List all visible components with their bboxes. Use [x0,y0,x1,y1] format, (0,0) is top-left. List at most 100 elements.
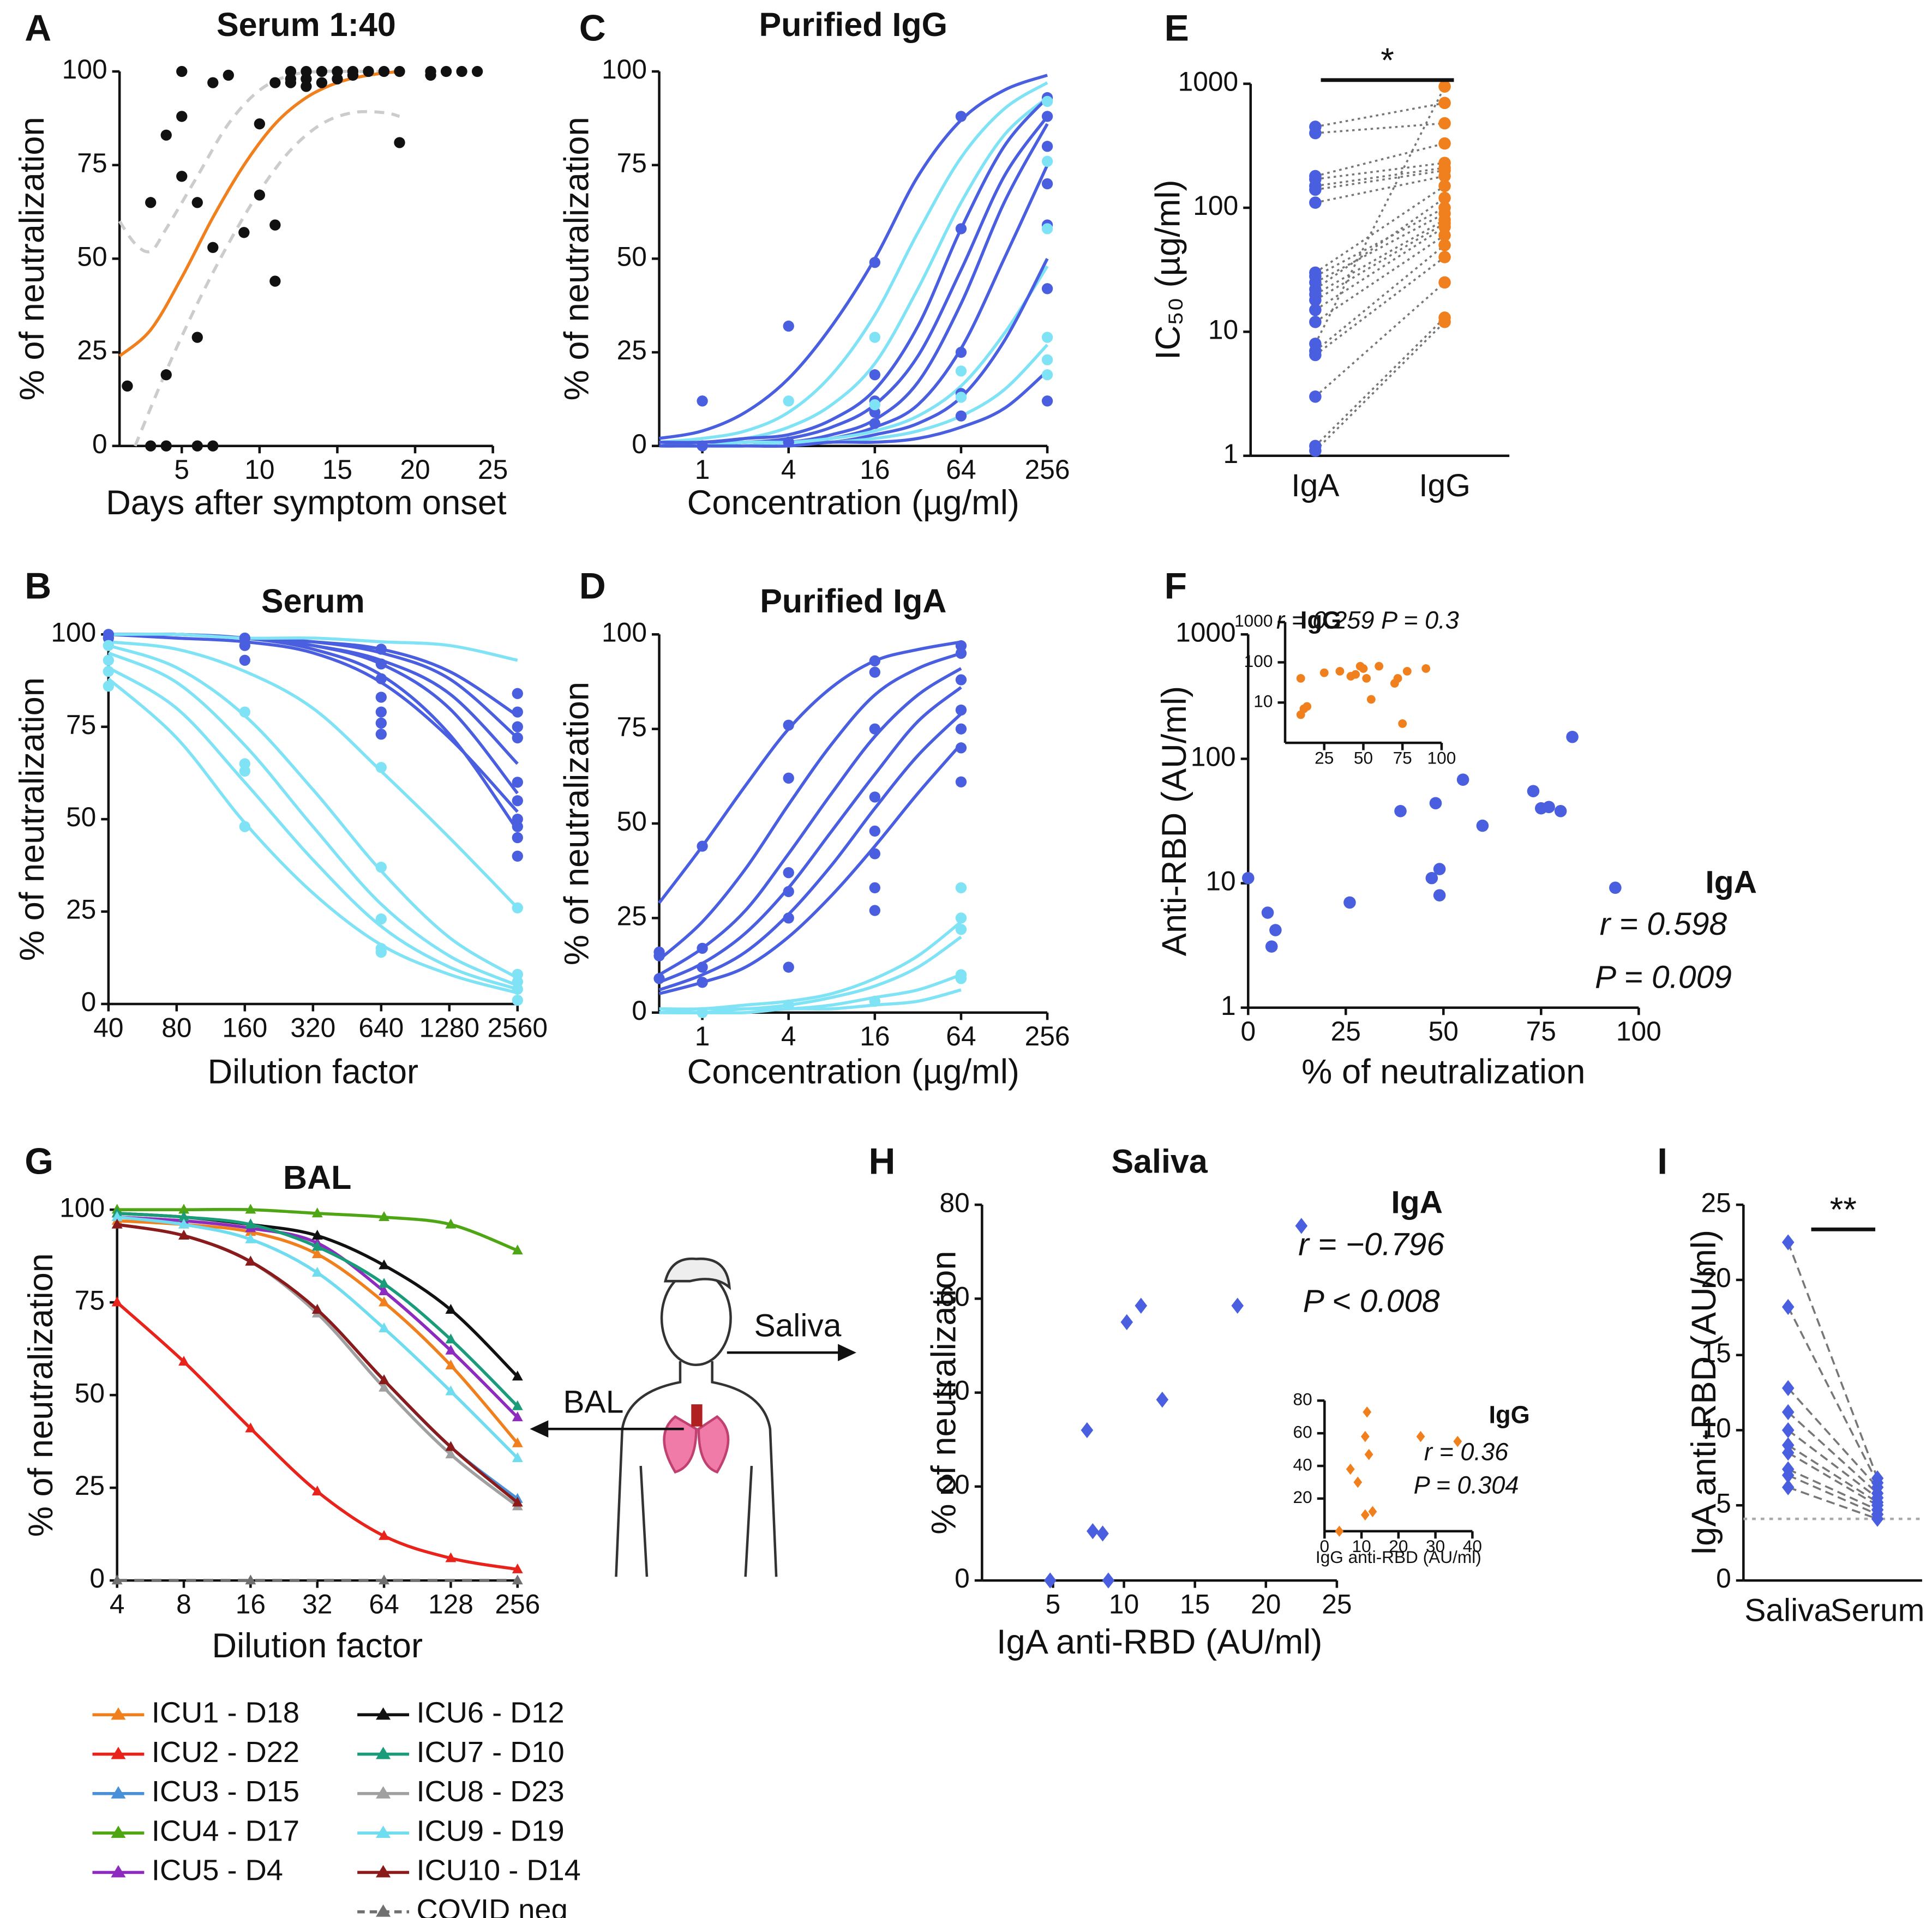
point [955,392,967,403]
point [783,999,794,1011]
point [239,640,250,651]
y-tick-label: 0 [632,995,647,1026]
point [445,1448,457,1459]
x-tick-label: Serum [1830,1592,1924,1628]
legend-label: ICU4 - D17 [152,1814,299,1847]
point [245,1218,256,1229]
legend-marker [111,1707,126,1720]
y-tick-label: 20 [1293,1487,1312,1507]
panel-letter: A [25,8,51,49]
annotation: IgA [1391,1185,1443,1220]
point [512,995,523,1006]
point [697,840,708,852]
y-tick-label: 1000 [1234,611,1273,630]
point [1362,674,1371,683]
point [1543,801,1555,814]
pair-line [1787,1452,1878,1506]
point [160,369,172,381]
point [1453,1435,1462,1447]
annotation: IgG [1489,1401,1530,1429]
pair-line [1315,281,1445,398]
panel-letter: H [869,1141,896,1182]
legend-marker [376,1865,391,1878]
point [375,717,387,729]
y-tick-label: 80 [939,1187,969,1218]
x-tick-label: 256 [1025,1021,1070,1051]
curve [108,633,519,813]
point [512,902,523,913]
point [955,742,967,754]
y-tick-label: 25 [77,335,107,365]
curve [134,110,400,447]
point [1416,1430,1425,1442]
point [783,772,794,784]
point [955,647,967,659]
point [512,1370,523,1381]
x-tick-label: 10 [1352,1536,1371,1556]
point [1781,1479,1795,1495]
point [1309,121,1322,133]
point [269,77,281,88]
legend-label: ICU5 - D4 [152,1854,283,1887]
point [375,762,387,773]
point [239,706,250,718]
point [1309,283,1322,296]
pair-line [1315,175,1445,204]
curve [659,935,962,1014]
y-tick-label: 75 [617,148,647,178]
curve [107,666,518,991]
legend-label: ICU3 - D15 [152,1775,299,1808]
chart-title: Serum 1:40 [217,6,396,43]
point [425,69,436,81]
y-tick-label: 0 [89,1563,105,1594]
point [111,1211,123,1221]
y-tick-label: 80 [1293,1390,1312,1409]
x-tick-label: 2560 [488,1012,548,1043]
x-tick-label: 5 [1046,1589,1061,1619]
point [1781,1467,1795,1483]
x-tick-label: 16 [236,1589,266,1619]
point [1781,1234,1795,1250]
point [269,275,281,287]
point [1438,311,1451,324]
y-tick-label: 100 [1191,742,1236,772]
point [512,1244,523,1255]
point [1343,896,1356,909]
x-tick-label: 640 [358,1012,404,1043]
point [1438,179,1451,193]
y-tick-label: 100 [51,617,96,647]
point [178,1211,189,1221]
point [311,1248,323,1258]
point [311,1266,323,1277]
y-tick-label: 100 [602,54,647,85]
point [239,654,250,666]
point [512,795,523,807]
point [1433,889,1446,901]
point [1871,1511,1884,1527]
chart-title: BAL [283,1159,351,1196]
point [1041,283,1053,294]
legend-marker [111,1786,126,1799]
point [1135,1297,1148,1314]
point [869,418,881,429]
legend-label: COVID neg [417,1893,568,1918]
curve [107,677,518,995]
y-tick-label: 0 [1716,1563,1731,1594]
point [1309,338,1322,350]
point [955,882,967,894]
x-tick-label: 16 [860,454,890,485]
chart-title: Serum [261,582,365,620]
y-tick-label: 1000 [1175,617,1236,647]
point [445,1218,457,1229]
panel-letter: F [1165,566,1187,607]
x-tick-label: 20 [1389,1536,1408,1556]
x-tick-label: 0 [1320,1536,1330,1556]
panel-letter: E [1165,8,1189,49]
chart-title: Saliva [1111,1143,1208,1180]
y-tick-label: 75 [617,712,647,742]
point [238,227,250,238]
point [869,655,881,667]
panel-letter: D [579,566,606,607]
curve [116,1301,518,1571]
legend-label: ICU7 - D10 [417,1736,565,1769]
